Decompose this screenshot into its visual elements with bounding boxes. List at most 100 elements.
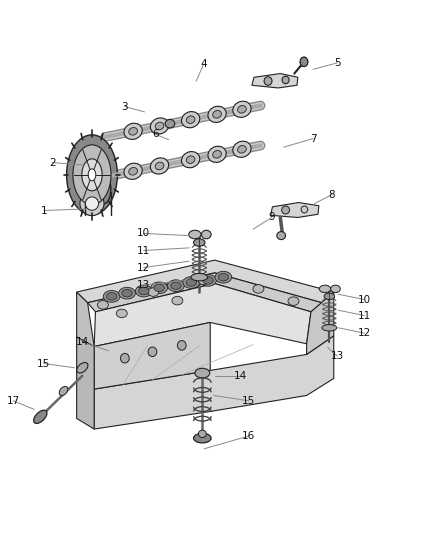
Ellipse shape (88, 169, 96, 181)
Polygon shape (94, 322, 210, 389)
Ellipse shape (186, 279, 197, 286)
Ellipse shape (129, 127, 138, 135)
Ellipse shape (186, 156, 195, 164)
Text: 5: 5 (334, 58, 341, 68)
Ellipse shape (319, 285, 331, 293)
Ellipse shape (34, 410, 47, 423)
Ellipse shape (198, 276, 209, 285)
Ellipse shape (59, 386, 68, 395)
Ellipse shape (172, 296, 183, 305)
Ellipse shape (135, 285, 152, 297)
Ellipse shape (155, 162, 164, 169)
Ellipse shape (80, 191, 104, 215)
Ellipse shape (237, 146, 246, 153)
Polygon shape (94, 284, 311, 346)
Ellipse shape (77, 362, 88, 373)
Ellipse shape (282, 206, 290, 214)
Ellipse shape (253, 285, 264, 293)
Ellipse shape (168, 280, 184, 292)
Text: 12: 12 (137, 263, 150, 272)
Ellipse shape (150, 118, 169, 134)
Text: 10: 10 (137, 229, 150, 238)
Ellipse shape (203, 277, 213, 284)
Ellipse shape (67, 135, 117, 215)
Ellipse shape (233, 101, 251, 117)
Ellipse shape (282, 76, 289, 84)
Ellipse shape (208, 106, 226, 123)
Ellipse shape (155, 122, 164, 130)
Ellipse shape (198, 430, 206, 438)
Ellipse shape (154, 284, 164, 292)
Ellipse shape (120, 353, 129, 363)
Ellipse shape (218, 273, 229, 281)
Polygon shape (252, 74, 298, 88)
Polygon shape (77, 260, 334, 303)
Ellipse shape (322, 325, 337, 331)
Ellipse shape (189, 230, 201, 239)
Ellipse shape (73, 145, 111, 205)
Ellipse shape (201, 230, 211, 239)
Text: 8: 8 (328, 190, 336, 199)
Ellipse shape (194, 433, 211, 443)
Ellipse shape (194, 239, 205, 246)
Ellipse shape (288, 297, 299, 305)
Ellipse shape (124, 123, 142, 140)
Ellipse shape (215, 271, 232, 283)
Ellipse shape (148, 288, 159, 296)
Text: 12: 12 (358, 328, 371, 338)
Ellipse shape (124, 163, 142, 180)
Polygon shape (77, 337, 94, 429)
Ellipse shape (171, 282, 181, 289)
Text: 3: 3 (121, 102, 128, 111)
Ellipse shape (195, 368, 210, 378)
Text: 4: 4 (200, 59, 207, 69)
Polygon shape (88, 273, 322, 312)
Ellipse shape (97, 301, 108, 309)
Ellipse shape (324, 293, 335, 300)
Ellipse shape (208, 146, 226, 163)
Ellipse shape (106, 293, 117, 300)
Ellipse shape (117, 309, 127, 318)
Ellipse shape (138, 287, 149, 295)
Ellipse shape (151, 282, 167, 294)
Text: 17: 17 (7, 396, 20, 406)
Ellipse shape (213, 110, 222, 118)
Text: 16: 16 (242, 431, 255, 441)
Ellipse shape (264, 77, 272, 85)
Text: 1: 1 (40, 206, 47, 215)
Polygon shape (271, 203, 319, 217)
Text: 10: 10 (358, 295, 371, 304)
Ellipse shape (237, 106, 246, 113)
Text: 7: 7 (310, 134, 317, 143)
Polygon shape (307, 292, 334, 354)
Text: 14: 14 (233, 371, 247, 381)
Ellipse shape (129, 167, 138, 175)
Ellipse shape (181, 111, 200, 128)
Ellipse shape (150, 158, 169, 174)
Text: 6: 6 (152, 130, 159, 139)
Ellipse shape (186, 116, 195, 124)
Ellipse shape (183, 277, 200, 288)
Ellipse shape (300, 57, 308, 67)
Polygon shape (94, 336, 334, 429)
Text: 15: 15 (37, 359, 50, 368)
Text: 15: 15 (242, 396, 255, 406)
Ellipse shape (82, 159, 102, 191)
Ellipse shape (213, 150, 222, 158)
Ellipse shape (85, 197, 99, 211)
Text: 13: 13 (137, 280, 150, 290)
Ellipse shape (200, 274, 216, 286)
Text: 11: 11 (137, 246, 150, 255)
Ellipse shape (191, 273, 208, 281)
Text: 13: 13 (331, 351, 344, 361)
Text: 2: 2 (49, 158, 56, 167)
Polygon shape (77, 292, 94, 389)
Text: 9: 9 (268, 213, 275, 222)
Ellipse shape (233, 141, 251, 157)
Ellipse shape (331, 285, 340, 293)
Ellipse shape (103, 290, 120, 302)
Ellipse shape (277, 231, 286, 239)
Ellipse shape (122, 289, 132, 297)
Ellipse shape (181, 151, 200, 168)
Ellipse shape (165, 119, 175, 128)
